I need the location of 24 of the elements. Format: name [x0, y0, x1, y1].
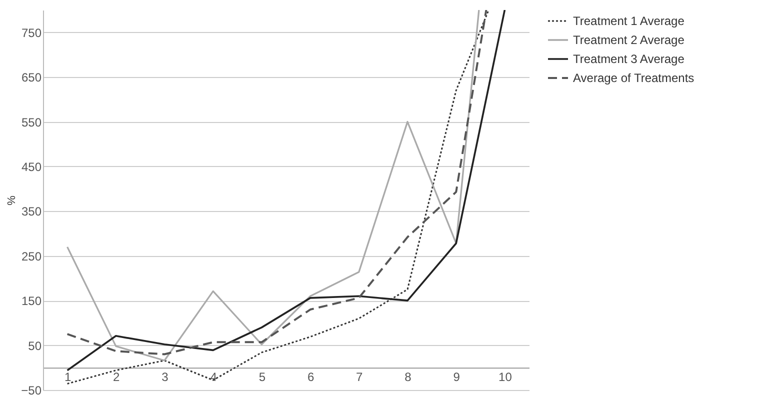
x-tick-label: 6 [307, 370, 314, 384]
y-tick-label: 750 [21, 26, 42, 40]
y-tick-label: 150 [21, 294, 42, 308]
y-tick-label: 650 [21, 70, 42, 85]
x-tick-label: 1 [64, 370, 72, 384]
legend-label: Treatment 3 Average [573, 52, 685, 66]
y-axis-title: % [6, 195, 18, 206]
x-tick-label: 9 [453, 370, 460, 384]
x-tick-label: 5 [258, 370, 266, 384]
x-tick-label: 4 [210, 370, 218, 384]
y-tick-label: 450 [21, 160, 42, 174]
y-tick-label: 550 [21, 115, 42, 130]
x-tick-label: 10 [498, 370, 512, 384]
y-tick-label: 250 [21, 249, 42, 264]
x-tick-label: 3 [162, 370, 169, 384]
legend-label: Treatment 1 Average [573, 14, 685, 28]
y-tick-label: 350 [21, 204, 42, 219]
legend-label: Average of Treatments [573, 71, 694, 85]
x-tick-label: 7 [356, 370, 364, 384]
y-tick-label: −50 [21, 384, 42, 398]
x-tick-label: 8 [404, 370, 412, 384]
x-tick-label: 2 [113, 370, 120, 384]
y-tick-label: 50 [28, 338, 42, 353]
legend-label: Treatment 2 Average [573, 33, 685, 47]
